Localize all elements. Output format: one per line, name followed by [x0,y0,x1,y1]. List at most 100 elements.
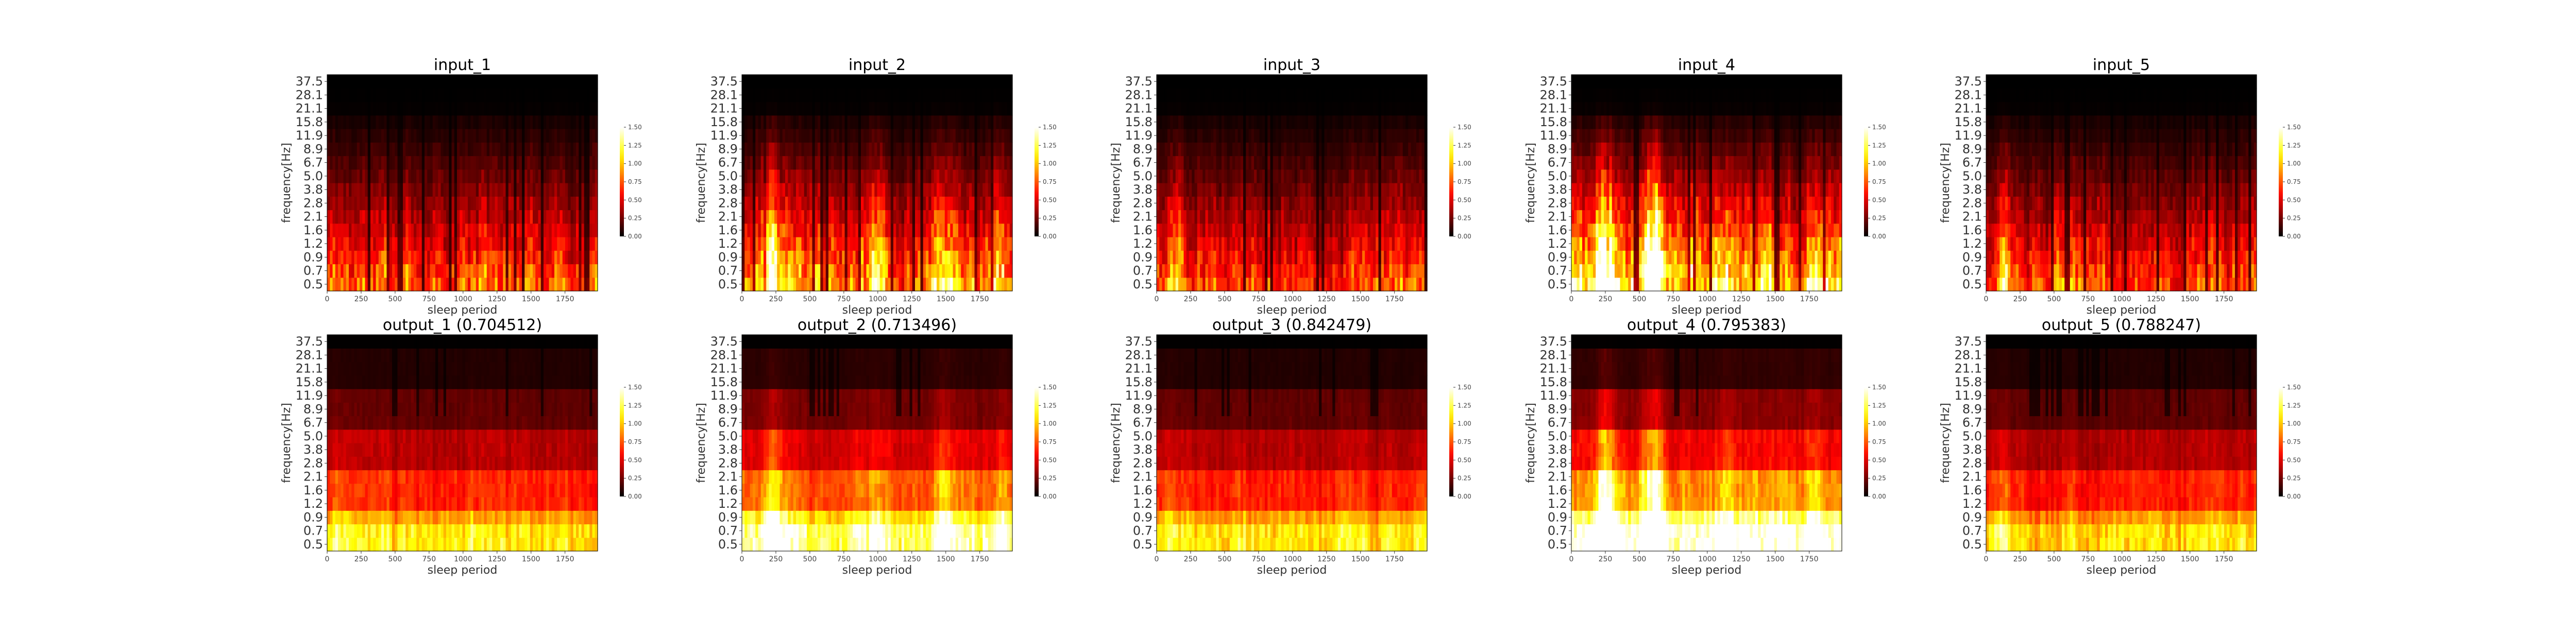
heatmap-cell [799,264,802,278]
heatmap-cell [373,156,377,170]
heatmap-cell [1178,169,1181,183]
heatmap-cell [993,237,997,251]
heatmap-cell [400,250,403,265]
heatmap-cell [373,115,377,129]
heatmap-cell [495,183,498,197]
heatmap-cell [527,88,531,102]
heatmap-cell [853,264,856,278]
heatmap-cell [1351,250,1354,265]
heatmap-cell [1327,264,1330,278]
heatmap-cell [1308,223,1311,237]
heatmap-cell [850,183,853,197]
heatmap-cell [346,88,349,102]
heatmap-cell [1197,183,1200,197]
heatmap-cell [991,264,994,278]
heatmap-cell [1202,223,1206,237]
heatmap-cell [381,129,384,143]
heatmap-cell [367,196,371,211]
heatmap-cell [351,129,355,143]
heatmap-cell [1400,88,1403,102]
x-tick-label: 750 [1251,295,1265,303]
heatmap-cell [988,169,991,183]
heatmap-cell [742,250,745,265]
heatmap-cell [785,223,788,237]
heatmap-cell [1400,250,1403,265]
heatmap-cell [974,250,978,265]
heatmap-cell [1327,223,1330,237]
heatmap-cell [1276,237,1279,251]
heatmap-cell [497,169,501,183]
heatmap-cell [489,223,493,237]
heatmap-cell [378,223,382,237]
heatmap-cell [823,237,826,251]
heatmap-cell [931,277,935,291]
heatmap-cell [955,183,959,197]
heatmap-cell [750,277,753,291]
heatmap-cell [1341,277,1344,291]
heatmap-cell [1346,169,1349,183]
heatmap-cell [1308,129,1311,143]
heatmap-cell [376,264,379,278]
heatmap-cell [855,264,859,278]
heatmap-cell [1192,75,1195,89]
heatmap-cell [1397,264,1401,278]
heatmap-cell [1227,183,1230,197]
heatmap-cell [1359,237,1363,251]
heatmap-cell [934,223,937,237]
heatmap-cell [503,75,506,89]
heatmap-cell [438,156,442,170]
heatmap-cell [449,237,452,251]
heatmap-cell [438,142,442,157]
heatmap-cell [828,210,832,224]
heatmap-cell [435,129,438,143]
heatmap-cell [414,129,417,143]
heatmap-cell [527,237,531,251]
heatmap-cell [587,264,590,278]
heatmap-cell [500,75,503,89]
heatmap-cell [1313,88,1317,102]
heatmap-cell [395,142,398,157]
heatmap-cell [823,183,826,197]
heatmap-cell [1351,196,1354,211]
heatmap-cell [1297,101,1300,116]
heatmap-cell [495,237,498,251]
heatmap-cell [969,264,972,278]
heatmap-cell [977,196,980,211]
heatmap-cell [847,142,851,157]
heatmap-cell [1386,75,1390,89]
heatmap-cell [1181,142,1184,157]
y-tick-label: 2.8 [718,196,738,210]
heatmap-cell [587,101,590,116]
heatmap-cell [1316,75,1319,89]
heatmap-cell [1411,129,1414,143]
heatmap-cell [1402,183,1406,197]
heatmap-cell [327,250,330,265]
heatmap-cell [918,250,921,265]
heatmap-cell [993,156,997,170]
heatmap-cell [1192,156,1195,170]
heatmap-cell [980,129,983,143]
heatmap-cell [1400,156,1403,170]
heatmap-cell [1259,142,1263,157]
heatmap-cell [568,237,571,251]
heatmap-cell [378,237,382,251]
heatmap-cell [974,88,978,102]
heatmap-cell [549,101,552,116]
heatmap-cell [1381,75,1384,89]
heatmap-cell [535,129,539,143]
heatmap-cell [1283,183,1287,197]
heatmap-cell [831,210,835,224]
heatmap-cell [966,250,970,265]
heatmap-cell [384,142,387,157]
heatmap-cell [1273,250,1276,265]
heatmap-cell [799,196,802,211]
heatmap-cell [901,210,905,224]
heatmap-cell [883,210,886,224]
heatmap-cell [1175,277,1179,291]
heatmap-cell [392,75,395,89]
heatmap-cell [842,142,845,157]
heatmap-cell [557,75,561,89]
heatmap-cell [1009,277,1013,291]
heatmap-cell [449,183,452,197]
heatmap-cell [1267,196,1271,211]
